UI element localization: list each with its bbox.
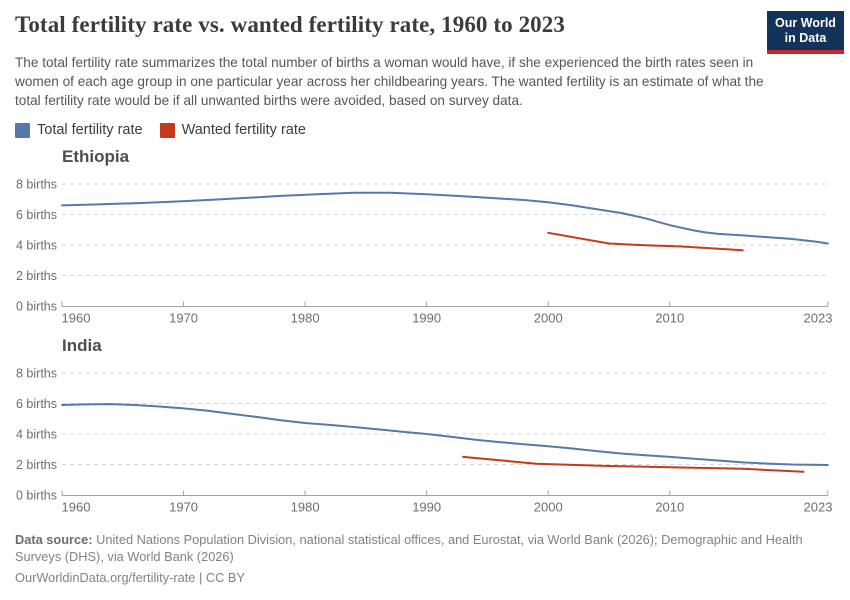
x-axis-label: 1980 bbox=[291, 500, 320, 515]
india-line-chart[interactable]: 0 births 2 births 4 births 6 births 8 births… bbox=[0, 359, 850, 519]
x-axis-label: 2023 bbox=[804, 500, 833, 515]
x-axis-label: 2000 bbox=[534, 500, 563, 515]
legend-item-total-fertility[interactable]: Total fertility rate bbox=[15, 122, 143, 138]
x-axis-label: 1990 bbox=[412, 500, 441, 515]
y-axis-label: 2 births bbox=[16, 458, 57, 472]
legend-swatch-total bbox=[15, 122, 30, 138]
y-axis-label: 0 births bbox=[16, 489, 57, 503]
owid-logo-red-bar bbox=[767, 50, 844, 54]
ethiopia-line-chart[interactable]: 0 births 2 births 4 births 6 births 8 births… bbox=[0, 170, 850, 330]
y-axis-label: 4 births bbox=[16, 239, 57, 253]
y-axis-label: 6 births bbox=[16, 397, 57, 411]
x-axis-label: 2023 bbox=[804, 311, 833, 326]
wanted-fertility-line bbox=[547, 231, 744, 252]
chart-legend: Total fertility rate Wanted fertility ra… bbox=[15, 122, 323, 138]
x-axis-label: 2010 bbox=[655, 500, 684, 515]
owid-logo[interactable]: Our World in Data bbox=[767, 11, 844, 54]
chart-footer: Data source: United Nations Population D… bbox=[15, 531, 837, 586]
y-axis-label: 4 births bbox=[16, 428, 57, 442]
panel-title-india: India bbox=[62, 336, 102, 355]
x-axis-label: 1970 bbox=[169, 500, 198, 515]
x-axis-label: 2000 bbox=[534, 311, 563, 326]
license-label: CC BY bbox=[205, 570, 245, 585]
legend-swatch-wanted bbox=[159, 122, 175, 138]
y-axis-label: 8 births bbox=[16, 178, 57, 192]
legend-item-wanted-fertility[interactable]: Wanted fertility rate bbox=[159, 122, 306, 138]
data-source-label: Data source: bbox=[15, 532, 93, 547]
data-source-note: Data source: United Nations Population D… bbox=[15, 532, 803, 564]
x-axis-label: 1980 bbox=[291, 311, 320, 326]
x-axis-label: 1990 bbox=[412, 311, 441, 326]
panel-title-ethiopia: Ethiopia bbox=[62, 147, 130, 166]
footer-link-line: OurWorldinData.org/fertility-rate | CC B… bbox=[15, 570, 245, 585]
owid-logo-text: Our World in Data bbox=[767, 11, 844, 50]
total-fertility-line bbox=[61, 191, 829, 245]
x-axis-label: 1960 bbox=[62, 311, 91, 326]
y-axis-label: 6 births bbox=[16, 208, 57, 222]
x-axis-label: 2010 bbox=[655, 311, 684, 326]
x-axis-label: 1970 bbox=[169, 311, 198, 326]
x-axis-label: 1960 bbox=[62, 500, 91, 515]
y-axis-label: 0 births bbox=[16, 300, 57, 314]
owid-url-link[interactable]: OurWorldinData.org/fertility-rate bbox=[15, 570, 196, 585]
legend-label-wanted: Wanted fertility rate bbox=[181, 122, 306, 138]
total-fertility-line bbox=[61, 403, 829, 466]
wanted-fertility-line bbox=[462, 455, 805, 473]
legend-label-total: Total fertility rate bbox=[37, 122, 143, 138]
y-axis-label: 8 births bbox=[16, 367, 57, 381]
y-axis-label: 2 births bbox=[16, 269, 57, 283]
chart-subtitle: The total fertility rate summarizes the … bbox=[15, 55, 764, 108]
page-title: Total fertility rate vs. wanted fertilit… bbox=[15, 12, 565, 37]
